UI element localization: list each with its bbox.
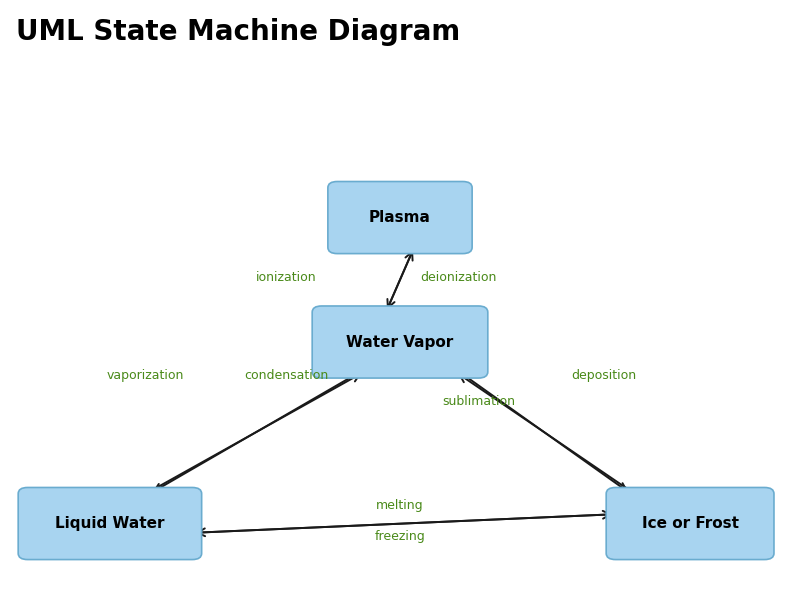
Text: Water Vapor: Water Vapor xyxy=(346,335,454,350)
Text: Liquid Water: Liquid Water xyxy=(55,516,165,531)
Text: freezing: freezing xyxy=(374,530,426,543)
Text: UML State Machine Diagram: UML State Machine Diagram xyxy=(16,18,460,46)
FancyBboxPatch shape xyxy=(328,182,472,254)
Text: vaporization: vaporization xyxy=(106,369,184,382)
Text: sublimation: sublimation xyxy=(442,395,515,408)
FancyBboxPatch shape xyxy=(606,487,774,560)
Text: deposition: deposition xyxy=(571,369,637,382)
FancyBboxPatch shape xyxy=(312,306,488,378)
Text: Plasma: Plasma xyxy=(369,210,431,225)
Text: condensation: condensation xyxy=(244,369,329,382)
Text: melting: melting xyxy=(376,499,424,512)
FancyBboxPatch shape xyxy=(18,487,202,560)
Text: Ice or Frost: Ice or Frost xyxy=(642,516,738,531)
Text: deionization: deionization xyxy=(421,271,497,283)
Text: ionization: ionization xyxy=(256,271,317,283)
